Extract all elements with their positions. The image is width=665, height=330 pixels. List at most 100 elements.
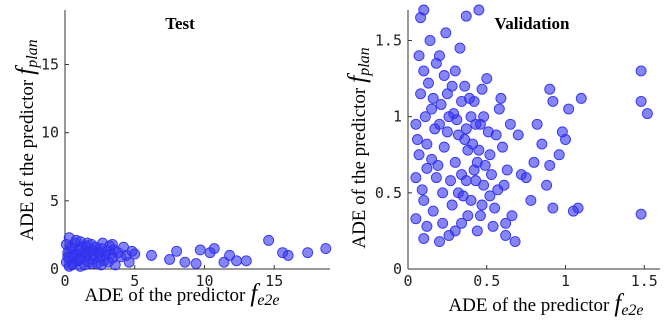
validation-data-point [495,92,507,104]
validation-data-point [489,202,501,214]
validation-data-point [504,118,516,130]
validation-data-point [460,10,472,22]
validation-y-ticks: 0 0.5 1 1.5 [375,31,412,278]
validation-data-point [470,118,482,130]
test-y-tick-label: 0 [50,260,59,278]
test-y-label-subscript: plan [24,39,41,68]
validation-data-point [544,159,556,171]
test-data-point [109,259,121,271]
validation-x-tick-label: 0.5 [473,272,500,290]
validation-y-tick-label: 0.5 [375,184,402,202]
test-data-point [164,254,176,265]
test-x-label-symbol: f [250,280,260,307]
validation-data-point [476,83,488,95]
test-data-point [208,243,220,255]
validation-data-point [449,156,461,168]
validation-data-point [413,50,425,62]
validation-data-point [635,208,647,220]
validation-title: Validation [495,14,571,33]
validation-x-ticks: 0 0.5 1 1.5 [403,265,658,290]
test-x-label-subscript: e2e [257,292,279,309]
validation-y-tick-label: 1 [393,108,402,126]
validation-data-point [497,141,508,153]
validation-data-point [454,42,466,54]
validation-data-point [456,217,467,229]
validation-data-point [437,217,449,229]
validation-data-point [490,129,502,141]
validation-data-point [426,103,438,115]
validation-y-tick-label: 0 [393,260,402,278]
test-data-point [171,245,183,257]
validation-data-point [410,213,422,225]
test-y-ticks: 0 5 10 15 [41,56,69,278]
validation-data-point [437,187,449,199]
validation-data-point [432,159,444,171]
test-y-tick-label: 15 [41,56,59,74]
validation-data-point [484,190,496,202]
test-y-label-text: ADE of the predictor [17,79,38,241]
validation-data-point [553,149,565,161]
test-y-tick-label: 5 [50,192,59,210]
validation-data-point [641,108,653,120]
validation-data-point [572,202,584,214]
validation-data-point [446,199,458,211]
validation-data-point [449,65,461,77]
validation-data-point [430,172,442,184]
validation-data-point [486,169,497,180]
validation-data-point [531,118,543,130]
validation-data-point [509,236,521,248]
validation-data-point [476,199,488,211]
validation-data-point [421,220,433,232]
validation-data-point [471,225,483,237]
test-x-label: ADE of the predictor fe2e [84,280,279,309]
validation-data-point [563,103,575,115]
validation-x-label-text: ADE of the predictor [448,295,610,316]
test-x-label-text: ADE of the predictor [84,285,246,306]
validation-data-point [470,175,482,187]
validation-data-point [544,83,556,95]
test-data-point [106,239,118,250]
validation-data-point [478,111,490,123]
validation-data-point [429,123,441,135]
test-data-point [302,247,314,259]
test-x-ticks: 0 5 10 15 [60,265,283,290]
test-data-point [282,249,294,261]
validation-y-label-subscript: plan [356,47,373,76]
validation-data-point [415,88,427,100]
test-data-point [123,256,135,268]
validation-data-point [418,194,430,206]
validation-data-point [427,205,439,217]
test-y-tick-label: 10 [41,124,59,142]
validation-y-tick-label: 1.5 [375,31,402,49]
validation-x-label-subscript: e2e [621,302,643,319]
chart-validation: 0 0.5 1 1.5 0 0.5 1 1.5 Validation ADE of the … [344,4,660,319]
validation-data-point [423,77,434,89]
validation-data-point [443,111,455,123]
validation-data-point [473,4,485,16]
test-data-point [146,249,157,261]
validation-data-point [434,236,445,248]
test-data-point [263,234,275,246]
validation-data-point [435,99,447,110]
validation-data-point [481,73,493,85]
test-data-point [190,258,202,269]
validation-data-point [520,172,532,184]
validation-data-point [635,65,647,77]
validation-data-point [440,27,452,39]
validation-x-tick-label: 1 [561,272,570,290]
validation-data-point [479,159,491,171]
test-data-point [129,248,141,260]
validation-data-point [416,184,428,196]
validation-data-point [473,144,485,156]
validation-data-point [419,111,431,123]
validation-data-point [460,175,472,187]
validation-data-point [412,134,423,145]
test-data-point [194,244,206,256]
test-data-point [86,258,97,269]
validation-y-label-text: ADE of the predictor [349,87,370,249]
validation-data-point [410,172,422,184]
validation-data-point [441,88,453,100]
validation-data-point [560,134,571,145]
